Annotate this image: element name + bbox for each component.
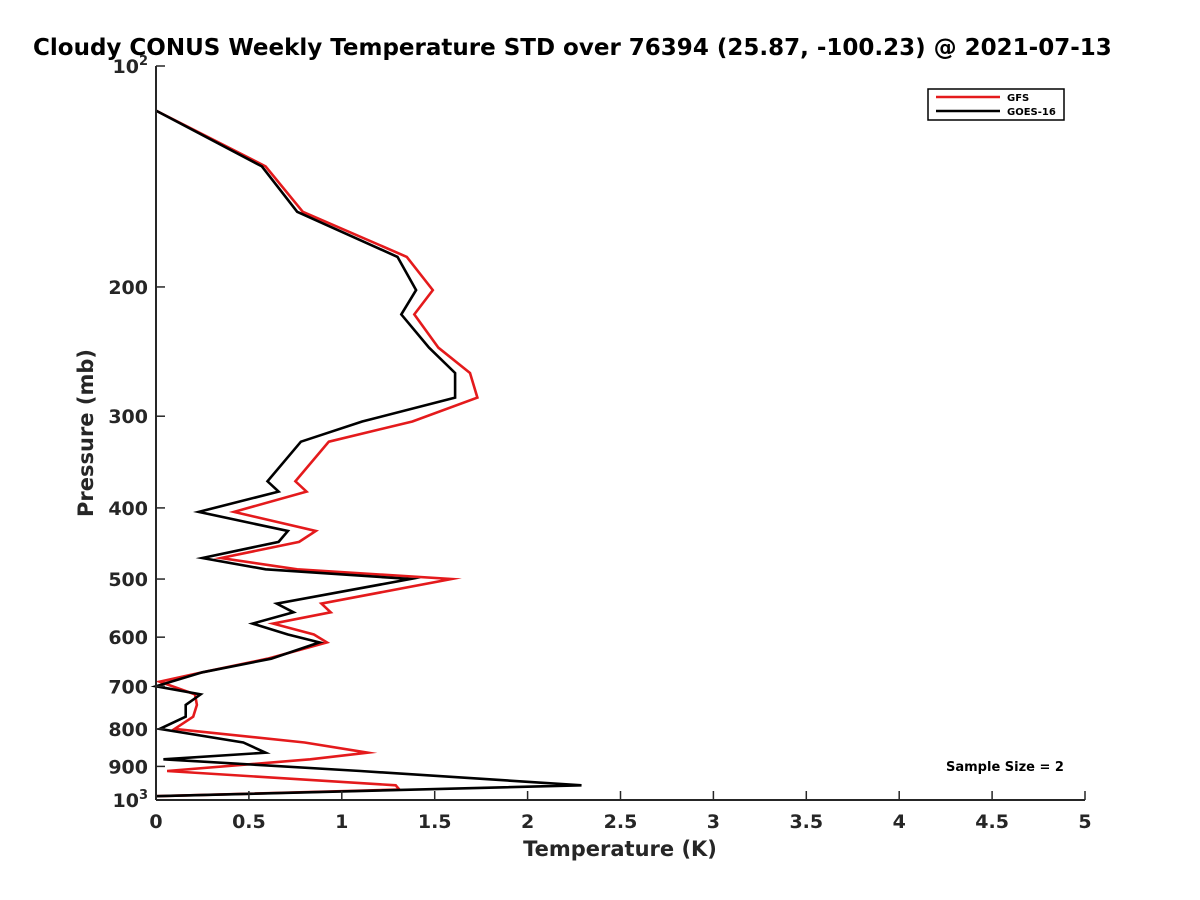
legend: GFS GOES-16 [927,88,1065,121]
x-tick-label: 5 [1078,811,1091,833]
series-layer [150,109,582,798]
x-tick-label: 2.5 [604,811,638,833]
y-tick-label: 103 [113,788,149,812]
legend-label-gfs: GFS [1007,93,1029,104]
legend-box [927,88,1065,121]
x-tick-label: 4.5 [975,811,1009,833]
x-tick-label: 1 [335,811,348,833]
legend-label-goes16: GOES-16 [1007,107,1056,118]
y-axis-label: Pressure (mb) [74,349,98,517]
x-axis-label: Temperature (K) [523,837,717,861]
x-tick-label: 4 [893,811,906,833]
y-tick-label: 700 [108,676,148,698]
sample-size-annotation: Sample Size = 2 [946,760,1064,775]
series-line-gfs [155,109,479,798]
y-tick-label: 300 [108,406,148,428]
x-tick-label: 3 [707,811,720,833]
y-tick-label: 200 [108,277,148,299]
y-tick-label: 102 [113,54,149,78]
y-tick-label: 500 [108,569,148,591]
x-tick-label: 0 [149,811,162,833]
series-line-goes16 [150,109,582,798]
chart-title: Cloudy CONUS Weekly Temperature STD over… [33,35,1112,61]
y-tick-label: 600 [108,627,148,649]
x-ticks: 0 0.5 1 1.5 2 2.5 3 3.5 4 4.5 5 [149,791,1092,833]
x-tick-label: 0.5 [232,811,266,833]
x-tick-label: 3.5 [789,811,823,833]
y-tick-label: 400 [108,498,148,520]
y-tick-label: 900 [108,756,148,778]
x-tick-label: 1.5 [418,811,452,833]
y-tick-label: 800 [108,719,148,741]
x-tick-label: 2 [521,811,534,833]
y-ticks: 102 200 300 400 500 600 700 800 900 103 [108,54,165,812]
